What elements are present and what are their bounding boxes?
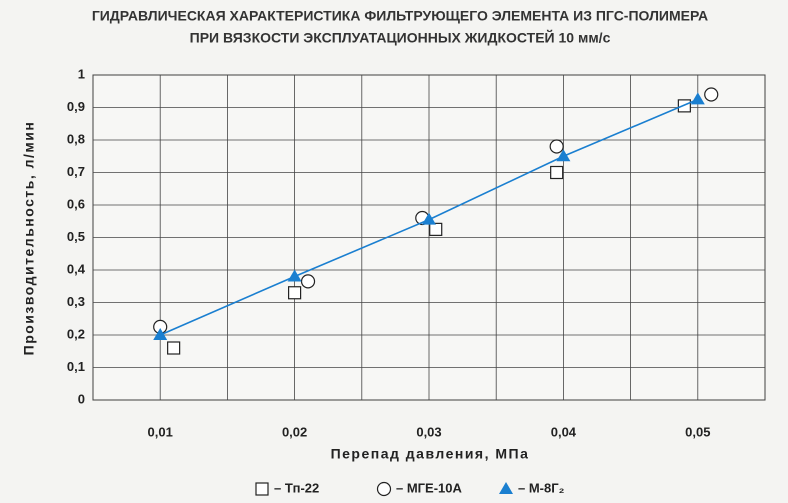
legend-marker bbox=[499, 482, 513, 494]
marker bbox=[550, 165, 564, 180]
legend-label: – МГЕ-10А bbox=[396, 480, 463, 495]
marker bbox=[556, 149, 571, 162]
y-axis-title: Производительность, л/мин bbox=[21, 121, 37, 356]
y-tick-label: 0,5 bbox=[67, 229, 85, 244]
marker bbox=[549, 139, 564, 154]
x-tick-label: 0,03 bbox=[416, 424, 441, 439]
legend-label: – М-8Г₂ bbox=[518, 480, 565, 495]
y-tick-label: 0,2 bbox=[67, 326, 85, 341]
marker bbox=[690, 92, 705, 105]
x-tick-label: 0,01 bbox=[148, 424, 173, 439]
x-axis-title: Перепад давления, МПа bbox=[331, 446, 530, 462]
marker bbox=[422, 212, 436, 225]
marker bbox=[167, 341, 181, 355]
marker bbox=[704, 87, 719, 102]
chart-title: ГИДРАВЛИЧЕСКАЯ ХАРАКТЕРИСТИКА ФИЛЬТРУЮЩЕ… bbox=[92, 8, 708, 24]
x-tick-label: 0,04 bbox=[551, 424, 577, 439]
y-tick-label: 0,9 bbox=[67, 99, 85, 114]
y-tick-label: 0,7 bbox=[67, 164, 85, 179]
marker bbox=[300, 274, 316, 289]
marker bbox=[429, 222, 443, 236]
legend-label: – Тп-22 bbox=[274, 480, 319, 495]
y-tick-label: 0,6 bbox=[67, 196, 85, 211]
y-tick-label: 0,3 bbox=[67, 294, 85, 309]
x-tick-label: 0,05 bbox=[685, 424, 710, 439]
y-tick-label: 0 bbox=[78, 391, 85, 406]
y-tick-label: 0,8 bbox=[67, 131, 85, 146]
x-tick-label: 0,02 bbox=[282, 424, 307, 439]
legend-marker bbox=[376, 481, 392, 497]
y-tick-label: 0,4 bbox=[67, 261, 86, 276]
y-tick-label: 1 bbox=[78, 66, 85, 81]
chart-subtitle: ПРИ ВЯЗКОСТИ ЭКСПЛУАТАЦИОННЫХ ЖИДКОСТЕЙ … bbox=[190, 29, 611, 46]
legend-marker bbox=[255, 482, 269, 496]
marker bbox=[287, 269, 302, 282]
y-tick-label: 0,1 bbox=[67, 359, 85, 374]
marker bbox=[288, 286, 302, 300]
marker bbox=[153, 328, 168, 340]
